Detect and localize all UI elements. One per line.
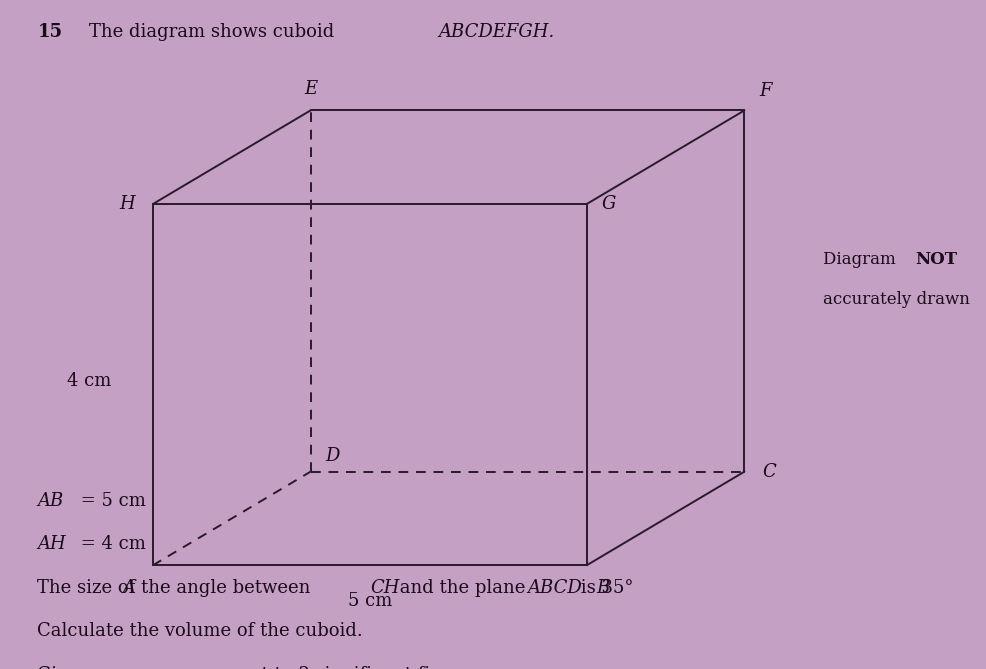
Text: CH: CH — [371, 579, 400, 597]
Text: = 4 cm: = 4 cm — [75, 535, 146, 553]
Text: and the plane: and the plane — [394, 579, 531, 597]
Text: B: B — [597, 579, 609, 597]
Text: is 35°: is 35° — [575, 579, 633, 597]
Text: F: F — [759, 82, 772, 100]
Text: G: G — [601, 195, 616, 213]
Text: Calculate the volume of the cuboid.: Calculate the volume of the cuboid. — [37, 622, 363, 640]
Text: E: E — [304, 80, 317, 98]
Text: AH: AH — [37, 535, 66, 553]
Text: Give your answer correct to 3 significant figures.: Give your answer correct to 3 significan… — [37, 666, 488, 669]
Text: Diagram: Diagram — [823, 251, 901, 268]
Text: ABCDEFGH.: ABCDEFGH. — [439, 23, 555, 41]
Text: C: C — [762, 463, 776, 480]
Text: AB: AB — [37, 492, 64, 510]
Text: A: A — [122, 579, 135, 597]
Text: 15: 15 — [37, 23, 62, 41]
Text: The size of the angle between: The size of the angle between — [37, 579, 317, 597]
Text: The diagram shows cuboid: The diagram shows cuboid — [89, 23, 340, 41]
Text: H: H — [119, 195, 135, 213]
Text: 4 cm: 4 cm — [66, 373, 111, 390]
Text: NOT: NOT — [915, 251, 957, 268]
Text: D: D — [325, 447, 340, 465]
Text: = 5 cm: = 5 cm — [75, 492, 146, 510]
Text: ABCD: ABCD — [528, 579, 583, 597]
Text: 5 cm: 5 cm — [347, 592, 392, 610]
Text: accurately drawn: accurately drawn — [823, 291, 970, 308]
